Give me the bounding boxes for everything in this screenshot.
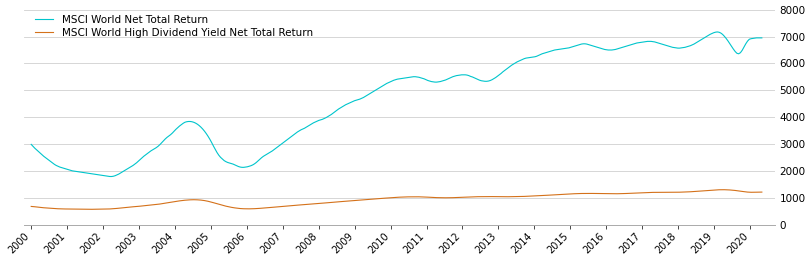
- Line: MSCI World Net Total Return: MSCI World Net Total Return: [31, 32, 762, 176]
- MSCI World High Dividend Yield Net Total Return: [314, 202, 324, 205]
- MSCI World High Dividend Yield Net Total Return: [84, 208, 93, 211]
- MSCI World Net Total Return: [655, 42, 665, 45]
- MSCI World High Dividend Yield Net Total Return: [164, 201, 174, 204]
- MSCI World Net Total Return: [105, 175, 114, 178]
- MSCI World Net Total Return: [26, 143, 36, 146]
- MSCI World Net Total Return: [330, 110, 340, 113]
- MSCI World Net Total Return: [712, 30, 722, 33]
- MSCI World High Dividend Yield Net Total Return: [655, 191, 665, 194]
- MSCI World High Dividend Yield Net Total Return: [330, 200, 340, 204]
- MSCI World Net Total Return: [757, 36, 766, 39]
- MSCI World High Dividend Yield Net Total Return: [718, 188, 727, 191]
- MSCI World High Dividend Yield Net Total Return: [26, 205, 36, 208]
- Legend: MSCI World Net Total Return, MSCI World High Dividend Yield Net Total Return: MSCI World Net Total Return, MSCI World …: [32, 12, 316, 41]
- MSCI World Net Total Return: [314, 119, 324, 122]
- MSCI World High Dividend Yield Net Total Return: [757, 191, 766, 194]
- MSCI World High Dividend Yield Net Total Return: [657, 191, 667, 194]
- MSCI World Net Total Return: [45, 159, 54, 162]
- MSCI World Net Total Return: [164, 134, 174, 138]
- Line: MSCI World High Dividend Yield Net Total Return: MSCI World High Dividend Yield Net Total…: [31, 190, 762, 209]
- MSCI World High Dividend Yield Net Total Return: [45, 207, 54, 210]
- MSCI World Net Total Return: [657, 43, 667, 46]
